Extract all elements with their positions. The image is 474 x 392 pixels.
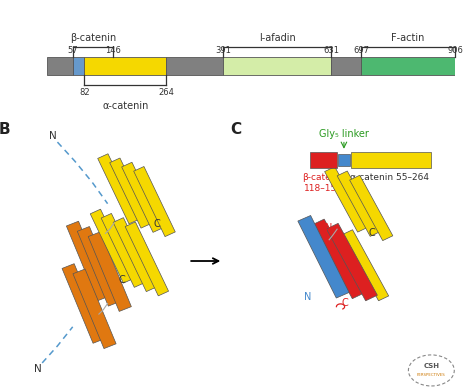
- Polygon shape: [122, 162, 163, 232]
- Polygon shape: [113, 218, 156, 292]
- Text: N: N: [304, 292, 311, 302]
- Text: 264: 264: [158, 88, 174, 97]
- Polygon shape: [88, 232, 131, 311]
- Text: N: N: [34, 364, 42, 374]
- Polygon shape: [327, 223, 377, 301]
- Polygon shape: [101, 213, 145, 287]
- Bar: [351, 152, 431, 168]
- Polygon shape: [134, 167, 175, 237]
- Polygon shape: [73, 269, 116, 348]
- Bar: [73, 57, 84, 75]
- Text: 57: 57: [68, 46, 78, 55]
- Text: β-catenin: β-catenin: [70, 33, 116, 43]
- Bar: [338, 154, 350, 166]
- Polygon shape: [325, 167, 368, 232]
- Text: 391: 391: [215, 46, 231, 55]
- Polygon shape: [62, 264, 105, 343]
- Text: C: C: [230, 122, 241, 136]
- Text: C: C: [118, 275, 125, 285]
- Bar: [84, 57, 166, 75]
- Polygon shape: [342, 230, 389, 301]
- Text: C: C: [342, 298, 348, 309]
- Polygon shape: [337, 171, 380, 236]
- Text: l-afadin: l-afadin: [259, 33, 296, 43]
- Polygon shape: [98, 154, 139, 224]
- Text: B: B: [0, 122, 10, 136]
- Polygon shape: [77, 227, 120, 306]
- Text: C: C: [154, 219, 160, 229]
- Text: 906: 906: [447, 46, 463, 55]
- Text: N: N: [326, 223, 333, 233]
- Text: N: N: [49, 131, 57, 141]
- Text: Gly₅ linker: Gly₅ linker: [319, 129, 369, 139]
- Bar: [166, 57, 223, 75]
- Bar: [47, 57, 73, 75]
- Bar: [310, 152, 337, 168]
- Text: α-catenin: α-catenin: [102, 101, 148, 111]
- Text: β-catenin: β-catenin: [302, 173, 345, 182]
- Text: F-actin: F-actin: [392, 33, 425, 43]
- Bar: [223, 57, 331, 75]
- Text: PERSPECTIVES: PERSPECTIVES: [417, 373, 446, 377]
- Text: CSH: CSH: [423, 363, 439, 369]
- Text: 631: 631: [323, 46, 339, 55]
- Polygon shape: [90, 209, 134, 283]
- Polygon shape: [312, 219, 365, 299]
- Text: 697: 697: [353, 46, 369, 55]
- Polygon shape: [350, 175, 393, 241]
- Polygon shape: [125, 222, 169, 296]
- Text: C: C: [369, 229, 376, 238]
- Bar: [361, 57, 455, 75]
- Text: 82: 82: [79, 88, 90, 97]
- Text: α-catenin 55–264: α-catenin 55–264: [350, 173, 429, 182]
- Text: 146: 146: [105, 46, 121, 55]
- Polygon shape: [109, 158, 151, 228]
- Bar: [331, 57, 361, 75]
- Text: 118–151: 118–151: [304, 184, 343, 193]
- Polygon shape: [66, 221, 109, 301]
- Polygon shape: [298, 216, 349, 298]
